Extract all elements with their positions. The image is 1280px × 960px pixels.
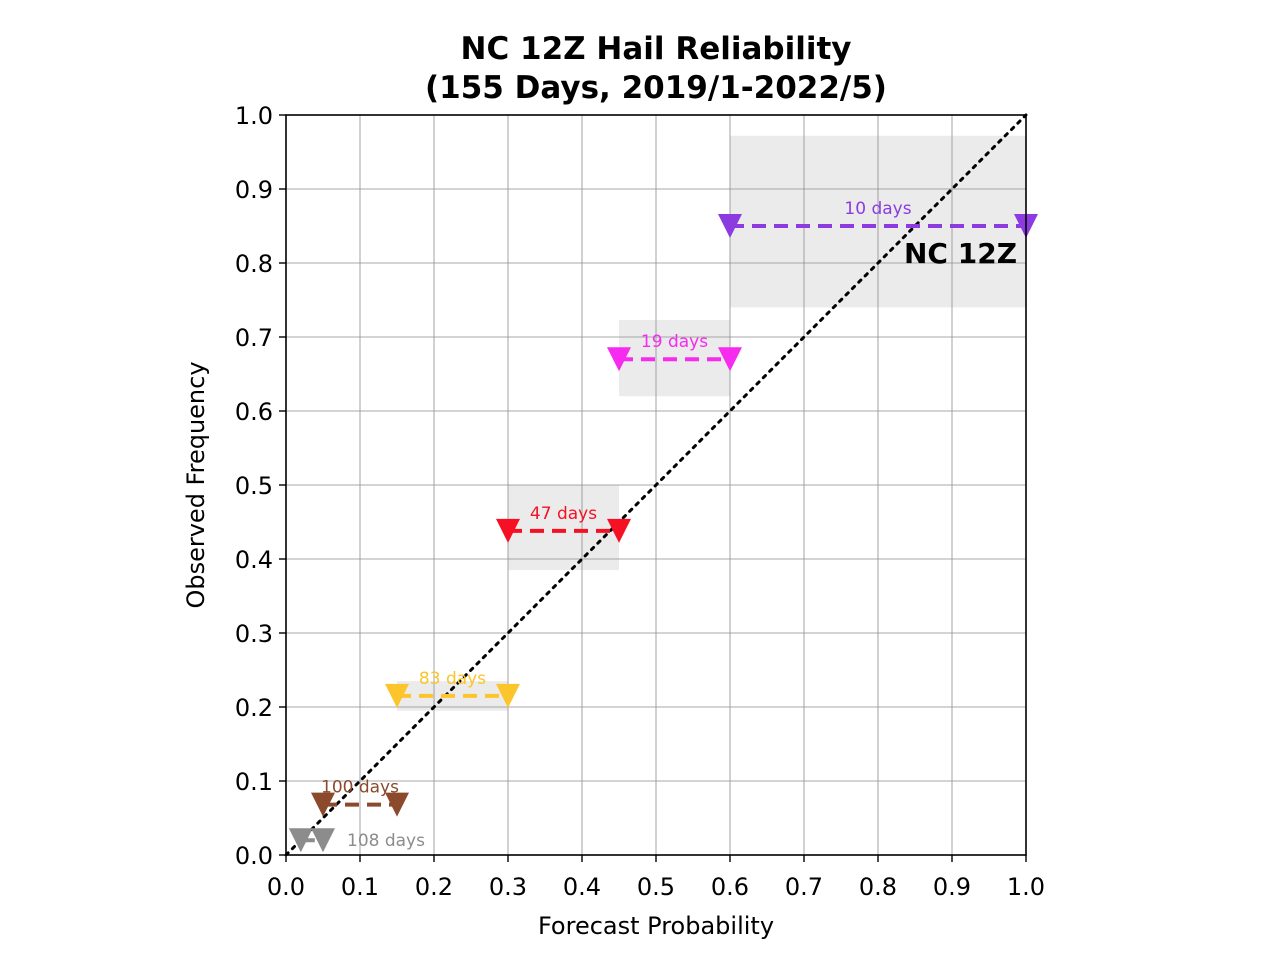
y-tick-label-0: 0.0	[235, 842, 273, 870]
bin-day-label-2: 83 days	[419, 669, 486, 689]
chart-title-line-1: NC 12Z Hail Reliability	[461, 31, 852, 67]
x-tick-label-0: 0.0	[267, 873, 305, 901]
y-axis-label: Observed Frequency	[182, 361, 210, 608]
x-tick-label-3: 0.3	[489, 873, 527, 901]
y-tick-label-1: 0.1	[235, 768, 273, 796]
y-tick-label-2: 0.2	[235, 694, 273, 722]
y-tick-label-6: 0.6	[235, 398, 273, 426]
bin-day-label-0: 108 days	[347, 831, 425, 851]
region-label: NC 12Z	[904, 237, 1017, 270]
y-tick-label-4: 0.4	[235, 546, 273, 574]
x-tick-label-10: 1.0	[1007, 873, 1045, 901]
bin-marker-start-2	[385, 683, 409, 708]
bin-marker-end-3	[607, 518, 631, 543]
y-tick-label-5: 0.5	[235, 472, 273, 500]
bin-markers	[288, 214, 1038, 853]
perfect-reliability-line	[284, 113, 1028, 857]
bin-marker-start-3	[496, 518, 520, 543]
x-tick-label-6: 0.6	[711, 873, 749, 901]
x-tick-label-7: 0.7	[785, 873, 823, 901]
bin-day-labels: 108 days 100 days 83 days 47 days 19 days 10 …	[321, 199, 912, 851]
y-tick-label-7: 0.7	[235, 324, 273, 352]
axis-ticks: 0.0 0.1 0.2 0.3 0.4 0.5 0.6 0.7 0.8 0.9 1.0 0.0 0.1 0…	[235, 102, 1045, 901]
x-tick-label-9: 0.9	[933, 873, 971, 901]
chart-title-line-2: (155 Days, 2019/1-2022/5)	[425, 70, 887, 106]
bin-marker-start-4	[607, 347, 631, 372]
y-tick-label-9: 0.9	[235, 176, 273, 204]
bin-day-label-1: 100 days	[321, 778, 399, 798]
bin-marker-end-2	[496, 683, 520, 708]
x-tick-label-8: 0.8	[859, 873, 897, 901]
bin-marker-start-1	[311, 792, 335, 817]
y-tick-label-3: 0.3	[235, 620, 273, 648]
x-tick-label-5: 0.5	[637, 873, 675, 901]
diagonal-line	[284, 113, 1028, 857]
y-tick-label-8: 0.8	[235, 250, 273, 278]
uncertainty-band-3	[508, 485, 619, 571]
bin-day-label-3: 47 days	[530, 504, 597, 524]
x-tick-label-2: 0.2	[415, 873, 453, 901]
bin-marker-end-4	[718, 347, 742, 372]
bin-marker-start-5	[718, 214, 742, 238]
x-tick-label-1: 0.1	[341, 873, 379, 901]
bin-marker-start-0	[288, 828, 313, 853]
bin-marker-end-1	[385, 792, 409, 817]
bin-day-label-5: 10 days	[844, 199, 911, 219]
bin-day-label-4: 19 days	[641, 332, 708, 352]
x-axis-label: Forecast Probability	[538, 912, 774, 940]
bin-marker-end-0	[311, 828, 335, 853]
x-tick-label-4: 0.4	[563, 873, 601, 901]
y-tick-label-10: 1.0	[235, 102, 273, 130]
